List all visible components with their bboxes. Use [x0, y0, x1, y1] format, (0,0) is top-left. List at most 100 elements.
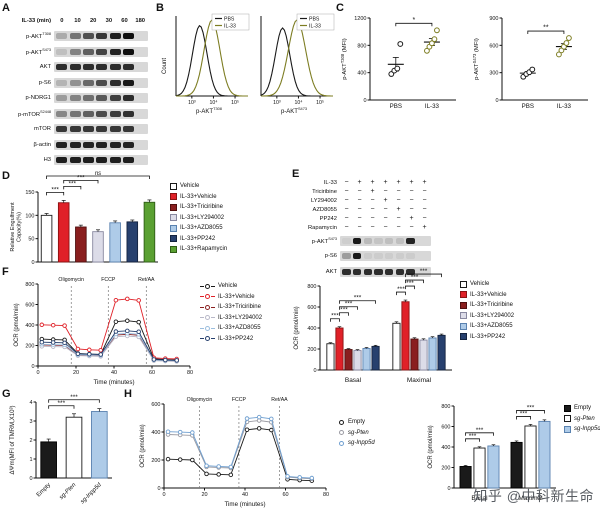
blot-row-label: β-actin: [33, 141, 51, 148]
lane-header: 10: [74, 17, 81, 24]
blot-band: [109, 110, 121, 117]
blot-strip: [340, 251, 431, 262]
svg-text:PBS: PBS: [390, 103, 402, 110]
blot-band: [342, 268, 351, 275]
legend-item: IL-33+Triciribine: [200, 303, 262, 311]
legend-item: IL-33+Vehicle: [460, 291, 514, 299]
svg-text:Maximal: Maximal: [518, 495, 543, 502]
blot-band: [96, 157, 108, 164]
legend-item: sg-Inpp5d: [564, 425, 600, 433]
blot-band: [69, 95, 81, 102]
svg-text:OCR (pmol/min): OCR (pmol/min): [140, 424, 146, 467]
panel-g-letter: G: [2, 388, 11, 400]
condition-sign: −: [344, 224, 349, 231]
svg-text:***: ***: [51, 186, 59, 193]
svg-text:***: ***: [420, 268, 428, 275]
condition-sign: +: [396, 206, 401, 213]
blot-band: [96, 79, 108, 86]
condition-label: Rapamycin: [308, 224, 337, 231]
tmrm-bar-chart: 0 1 2 3 4 ΔΨm(MFI of TMRM,X10³) Empty sg-Pten sg…: [10, 394, 112, 505]
blot-band: [384, 268, 394, 275]
svg-text:***: ***: [520, 410, 528, 417]
svg-text:***: ***: [411, 274, 419, 281]
blot-band: [69, 110, 81, 117]
condition-sign: +: [422, 179, 427, 186]
panel-d-engulfment-bars: D 0 50 100 150 Relative Engulfment Capacity(%…: [2, 170, 288, 270]
svg-text:Time (minutes): Time (minutes): [224, 501, 265, 508]
legend-crispr-line: Empty sg-Pten sg-Inpp5d: [338, 418, 375, 447]
blot-row-label: p-mTORS2448: [17, 109, 51, 118]
condition-label: IL-33: [323, 179, 337, 186]
svg-text:***: ***: [527, 404, 535, 411]
blot-band: [109, 141, 121, 148]
svg-text:IL-33: IL-33: [425, 103, 440, 110]
western-blot-grid: IL-33 (min) 0 10 20 30 60 180 p-AKTT308 p-AKTS47…: [4, 13, 148, 168]
blot-band: [406, 268, 415, 275]
svg-text:1200: 1200: [354, 16, 366, 22]
svg-text:FCCP: FCCP: [101, 277, 116, 283]
blot-band: [363, 268, 373, 275]
svg-text:*: *: [412, 17, 415, 24]
svg-text:0: 0: [31, 364, 34, 370]
blot-band: [109, 48, 121, 55]
legend-item: Empty: [564, 404, 600, 412]
blot-band: [69, 141, 81, 148]
blot-band: [122, 126, 135, 133]
svg-text:sg-Pten: sg-Pten: [59, 482, 78, 501]
blot-band: [56, 95, 68, 102]
blot-row-label: p-S6: [324, 253, 337, 260]
svg-text:p-AKTS473 (MFI): p-AKTS473 (MFI): [472, 38, 480, 80]
condition-sign: −: [396, 224, 401, 231]
svg-text:Basal: Basal: [345, 377, 362, 384]
svg-text:***: ***: [397, 286, 405, 293]
blot-band: [363, 253, 373, 260]
condition-sign: +: [396, 179, 401, 186]
svg-text:OCR (pmol/min): OCR (pmol/min): [14, 303, 20, 346]
blot-strip: [54, 62, 148, 73]
blot-band: [406, 253, 415, 260]
blot-band: [96, 48, 108, 55]
blot-band: [56, 141, 68, 148]
condition-label: PP242: [319, 215, 337, 222]
blot-row-label: AKT: [39, 64, 51, 71]
panel-f-letter: F: [2, 266, 9, 278]
blot-band: [69, 64, 81, 71]
svg-text:800: 800: [357, 43, 366, 49]
blot-band: [406, 237, 415, 244]
svg-text:800: 800: [25, 282, 34, 288]
svg-text:FCCP: FCCP: [232, 397, 247, 403]
svg-text:20: 20: [201, 492, 207, 498]
svg-text:0: 0: [31, 260, 34, 266]
condition-sign: −: [344, 197, 349, 204]
svg-text:***: ***: [406, 280, 414, 287]
svg-text:OCR (pmol/min): OCR (pmol/min): [294, 306, 300, 349]
svg-text:Ret/AA: Ret/AA: [271, 397, 288, 403]
condition-sign: −: [383, 188, 388, 195]
svg-text:200: 200: [441, 466, 450, 472]
condition-sign: −: [396, 188, 401, 195]
svg-text:50: 50: [28, 237, 34, 243]
blot-band: [384, 253, 394, 260]
svg-text:10⁵: 10⁵: [316, 100, 324, 106]
legend-engulfment: Vehicle IL-33+Vehicle IL-33+Triciribine IL-…: [170, 182, 227, 253]
svg-text:IL-33: IL-33: [557, 103, 572, 110]
western-blot-grid-e: p-AKTS473 p-S6 AKT: [294, 233, 431, 280]
blot-strip: [54, 108, 148, 119]
svg-text:0: 0: [363, 98, 366, 104]
svg-text:20: 20: [73, 370, 79, 376]
condition-sign: −: [383, 206, 388, 213]
condition-sign: −: [344, 215, 349, 222]
condition-sign: −: [409, 224, 414, 231]
blot-band: [374, 268, 383, 275]
svg-text:600: 600: [441, 425, 450, 431]
svg-text:80: 80: [187, 370, 193, 376]
condition-sign: −: [370, 215, 375, 222]
svg-text:300: 300: [489, 71, 498, 77]
condition-sign: +: [383, 197, 388, 204]
blot-band: [69, 157, 81, 164]
blot-band: [395, 237, 405, 244]
blot-band: [122, 157, 135, 164]
svg-text:100: 100: [25, 213, 34, 219]
